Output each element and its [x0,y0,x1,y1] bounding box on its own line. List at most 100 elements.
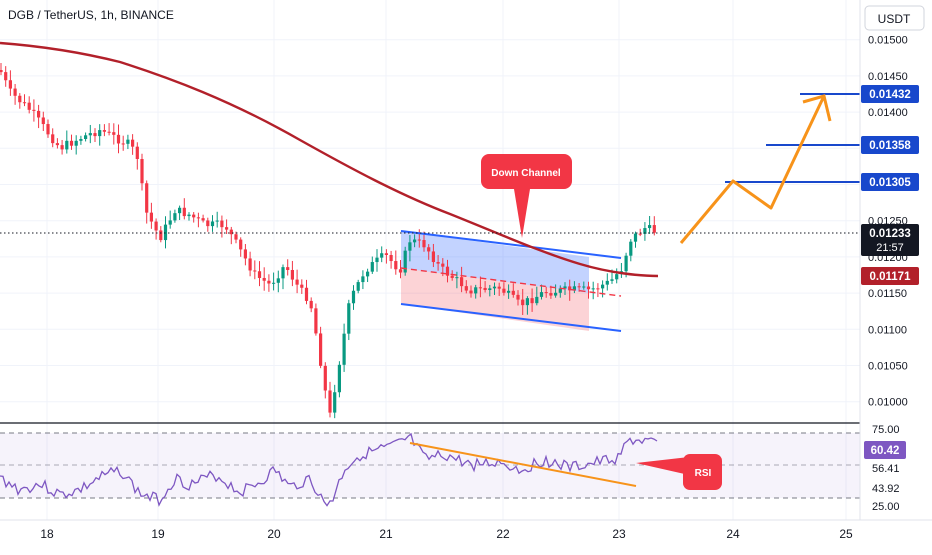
time-tick-label: 20 [267,527,281,541]
candle-body [422,240,426,248]
current-price-text: 0.01233 [869,228,911,240]
candle-body [549,293,553,296]
candle-body [375,257,379,263]
candle-body [544,292,548,294]
candle-body [41,117,45,125]
candle-body [342,333,346,365]
candle-body [389,255,393,262]
candle-body [351,290,356,304]
candle-body [530,298,534,304]
channel-lower-line[interactable] [400,303,622,332]
candle-body [356,282,360,291]
candle-body [558,288,562,293]
currency-button-label: USDT [878,12,911,26]
candle-body [361,276,365,283]
candle-body [554,292,558,296]
candle-body [286,267,290,270]
candle-body [586,286,591,290]
candle-body [272,282,276,284]
candle-body [516,294,520,300]
candle-body [333,392,337,413]
candle-body [4,72,8,81]
candle-body [535,296,539,304]
candle-body [304,287,309,301]
candle-body [290,269,294,280]
candle-body [18,95,22,103]
channel-middle-line [400,267,622,297]
candle-body [328,390,332,413]
price-tick-label: 0.01150 [868,288,907,300]
level-2-price-label: 0.01358 [861,136,919,154]
candle-body [51,134,55,144]
candle-body [417,239,421,241]
candle-body [492,286,497,289]
rsi-tick-75: 75.00 [872,424,900,436]
rsi-tick-43: 43.92 [872,483,900,495]
candle-timer-text: 21:57 [876,242,904,254]
candle-body [427,247,431,252]
candle-body [525,298,529,306]
candle-body [295,279,299,285]
candle-body [210,221,215,227]
candle-body [314,308,318,334]
channel-lower-fill [401,268,589,331]
candle-body [0,70,3,73]
candle-body [182,207,186,217]
candle-body [27,102,31,110]
candle-body [300,284,304,288]
moving-average-line[interactable] [0,41,659,278]
candle-body [610,279,614,281]
candle-body [168,220,172,225]
candle-body [601,284,605,289]
candle-body [638,233,642,235]
candle-body [596,288,600,290]
candle-body [408,242,412,251]
candle-body [436,262,440,264]
candle-body [173,213,177,221]
time-tick-label: 21 [379,527,393,541]
rsi-current-text: 60.42 [871,445,900,457]
time-tick-label: 18 [40,527,54,541]
candle-body [248,258,252,271]
projection-path[interactable] [679,95,826,244]
rsi-trendline[interactable] [409,442,637,487]
price-tick-label: 0.01000 [868,397,908,409]
candle-body [478,287,482,289]
candle-body [309,300,313,309]
candle-body [55,143,59,146]
symbol-title: DGB / TetherUS, 1h, BINANCE [8,8,174,22]
price-axis-ticks: 0.015000.014500.014000.012500.012000.011… [868,35,908,409]
projection-arrowhead [802,94,832,122]
candle-body [187,214,191,217]
price-tick-label: 0.01100 [868,324,907,336]
time-tick-label: 19 [151,527,165,541]
rsi-callout[interactable]: RSI [636,454,722,490]
channel-upper-line[interactable] [400,230,622,259]
candle-body [394,261,398,270]
candle-body [380,253,384,258]
candle-body [37,110,41,118]
candle-body [643,228,647,234]
candle-body [624,255,628,272]
down-channel-callout[interactable]: Down Channel [481,154,572,238]
candle-body [568,286,572,291]
rsi-tick-25: 25.00 [872,501,900,513]
rsi-line[interactable] [0,432,658,507]
candle-body [192,214,196,218]
candle-body [398,269,403,273]
currency-button[interactable]: USDT [864,5,925,31]
candle-body [629,241,633,256]
time-tick-label: 23 [612,527,626,541]
candle-body [445,266,450,276]
current-price-label: 0.01233 21:57 [861,224,919,256]
candle-body [121,143,125,145]
candle-body [441,263,445,267]
candle-body [220,220,224,228]
candle-body [384,253,388,256]
candle-body [225,227,229,230]
candle-body [497,286,501,289]
level-3-price-label: 0.01432 [861,85,919,103]
candle-body [591,288,595,290]
